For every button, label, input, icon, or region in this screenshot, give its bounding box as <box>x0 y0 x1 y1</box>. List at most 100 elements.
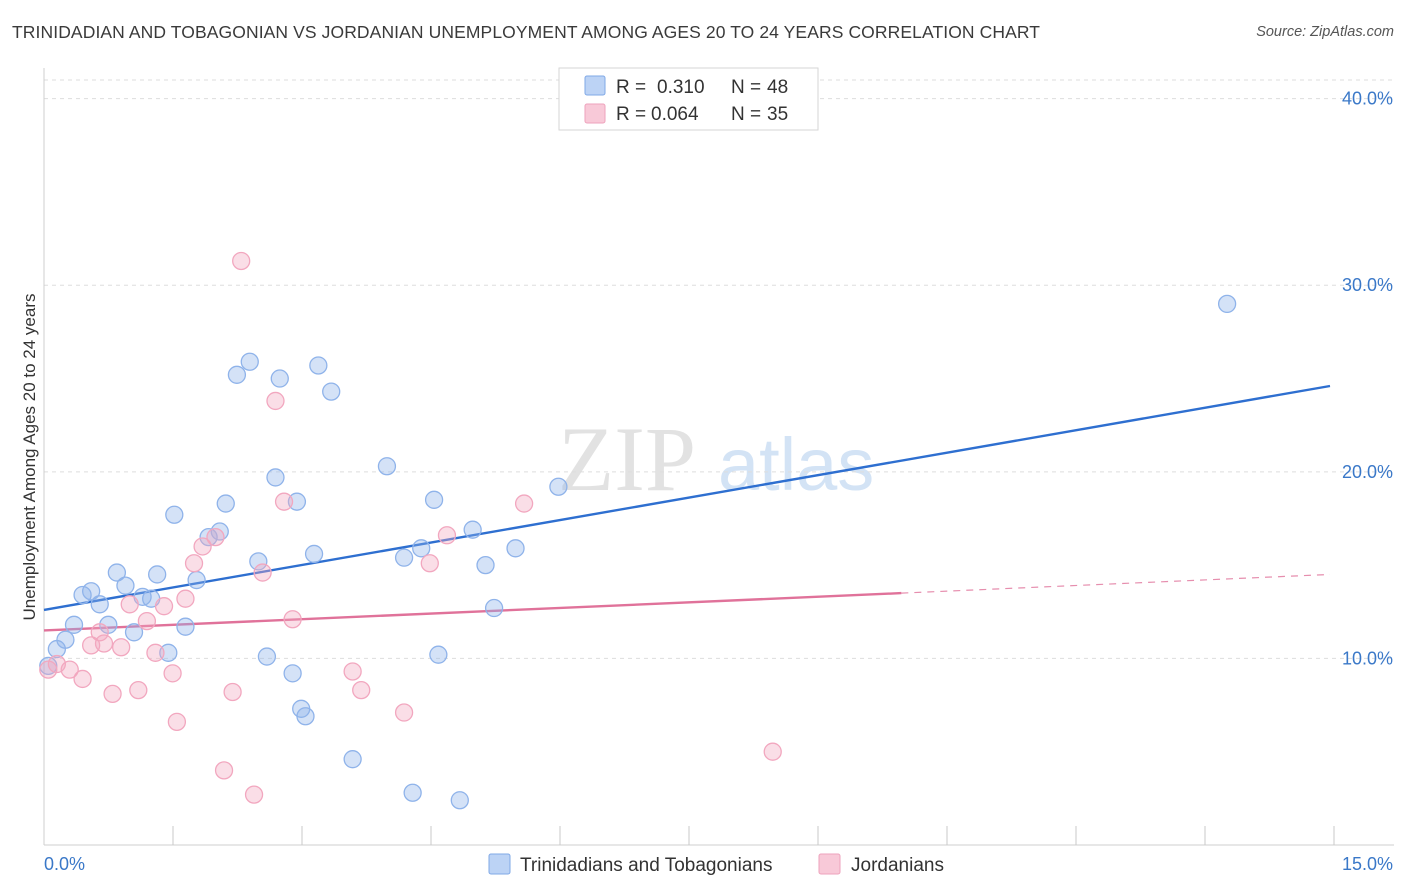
point-trinidadian <box>116 576 135 595</box>
point-jordanian <box>94 634 114 653</box>
point-jordanian <box>90 623 109 642</box>
point-jordanian <box>437 526 457 545</box>
point-jordanian <box>112 638 131 657</box>
point-trinidadian <box>187 570 206 590</box>
point-jordanian <box>253 563 272 582</box>
point-jordanian <box>214 761 234 780</box>
point-jordanian <box>137 611 157 631</box>
point-jordanian <box>163 664 182 683</box>
point-trinidadian <box>148 565 167 584</box>
point-trinidadian <box>287 492 307 511</box>
point-trinidadian <box>199 527 218 547</box>
point-jordanian <box>146 643 165 662</box>
point-trinidadian <box>1217 294 1237 314</box>
point-jordanian <box>283 610 302 629</box>
stats-r-label-1: R = <box>616 77 646 98</box>
series-legend: Trinidadians and Tobagonians Jordanians <box>488 853 944 876</box>
trend-line-jordanian <box>43 591 902 632</box>
point-trinidadian <box>266 468 285 487</box>
point-trinidadian <box>124 623 144 642</box>
point-trinidadian <box>484 598 504 618</box>
stats-swatch-jordanian <box>584 103 606 124</box>
point-jordanian <box>193 537 212 556</box>
stats-n-label-1: N = <box>731 77 761 98</box>
chart-title: TRINIDADIAN AND TOBAGONIAN VS JORDANIAN … <box>12 22 1041 42</box>
point-trinidadian <box>377 457 397 476</box>
point-jordanian <box>73 669 92 689</box>
watermark: ZIP atlas <box>558 408 874 510</box>
x-axis-ticks <box>172 826 1335 845</box>
point-jordanian <box>129 680 148 700</box>
point-trinidadian <box>240 352 259 371</box>
point-trinidadian <box>343 750 362 769</box>
point-jordanian <box>763 742 782 761</box>
y-axis-title: Unemployment Among Ages 20 to 24 years <box>20 294 39 621</box>
point-jordanian <box>167 712 187 732</box>
point-jordanian <box>352 680 371 700</box>
point-jordanian <box>343 662 362 681</box>
legend-swatch-jordanian <box>818 853 841 875</box>
point-jordanian <box>206 527 225 547</box>
point-jordanian <box>274 492 294 511</box>
point-jordanian <box>394 703 414 722</box>
point-trinidadian <box>304 544 324 564</box>
stats-r-value-1: 0.310 <box>657 77 705 98</box>
point-trinidadian <box>90 595 109 614</box>
point-trinidadian <box>64 615 84 634</box>
point-trinidadian <box>322 382 341 401</box>
point-trinidadian <box>159 643 178 662</box>
trend-lines <box>43 384 1331 632</box>
point-jordanian <box>60 660 79 679</box>
point-trinidadian <box>82 582 101 601</box>
stats-swatch-trinidadian <box>584 75 606 96</box>
point-trinidadian <box>56 630 75 649</box>
point-trinidadian <box>424 490 444 509</box>
y-tick-label: 40.0% <box>1342 89 1393 109</box>
stats-n-value-2: 35 <box>767 104 788 125</box>
point-trinidadian <box>476 555 495 575</box>
x-tick-label: 0.0% <box>44 854 85 874</box>
point-trinidadian <box>227 365 247 384</box>
point-trinidadian <box>165 505 184 524</box>
y-tick-labels: 10.0% 20.0% 30.0% 40.0% <box>1342 89 1393 669</box>
watermark-atlas: atlas <box>718 423 874 506</box>
point-trinidadian <box>216 494 235 513</box>
point-trinidadian <box>412 539 431 558</box>
legend-label-jordanian: Jordanians <box>851 855 944 876</box>
trend-line-jordanian-projection <box>901 573 1331 594</box>
point-jordanian <box>266 391 285 411</box>
stats-legend: R = 0.310 N = 48 R = 0.064 N = 35 <box>558 67 819 131</box>
point-trinidadian <box>296 707 315 726</box>
x-tick-labels: 0.0% 15.0% <box>44 854 1393 874</box>
data-points <box>39 251 1237 810</box>
point-jordanian <box>514 494 534 513</box>
point-trinidadian <box>450 791 469 810</box>
y-tick-label: 20.0% <box>1342 462 1393 482</box>
point-jordanian <box>184 554 204 573</box>
point-trinidadian <box>270 369 289 388</box>
point-jordanian <box>244 785 264 804</box>
point-jordanian <box>232 251 251 271</box>
point-jordanian <box>176 589 195 608</box>
stats-n-value-1: 48 <box>767 77 788 98</box>
legend-label-trinidadian: Trinidadians and Tobagonians <box>520 855 772 876</box>
trend-line-trinidadian <box>43 384 1331 612</box>
point-jordanian <box>223 682 242 702</box>
point-trinidadian <box>506 539 525 558</box>
point-trinidadian <box>463 520 482 539</box>
point-trinidadian <box>403 783 422 802</box>
point-jordanian <box>420 554 439 573</box>
stats-r-value-2: 0.064 <box>651 104 699 125</box>
x-tick-label: 15.0% <box>1342 854 1393 874</box>
y-tick-label: 30.0% <box>1342 275 1393 295</box>
point-jordanian <box>154 597 174 616</box>
stats-r-label-2: R = <box>616 104 646 125</box>
point-trinidadian <box>549 477 568 496</box>
point-trinidadian <box>107 563 127 582</box>
point-trinidadian <box>249 552 268 571</box>
stats-n-label-2: N = <box>731 104 761 125</box>
watermark-zip: ZIP <box>558 408 696 510</box>
point-trinidadian <box>309 356 328 375</box>
point-trinidadian <box>283 664 302 683</box>
